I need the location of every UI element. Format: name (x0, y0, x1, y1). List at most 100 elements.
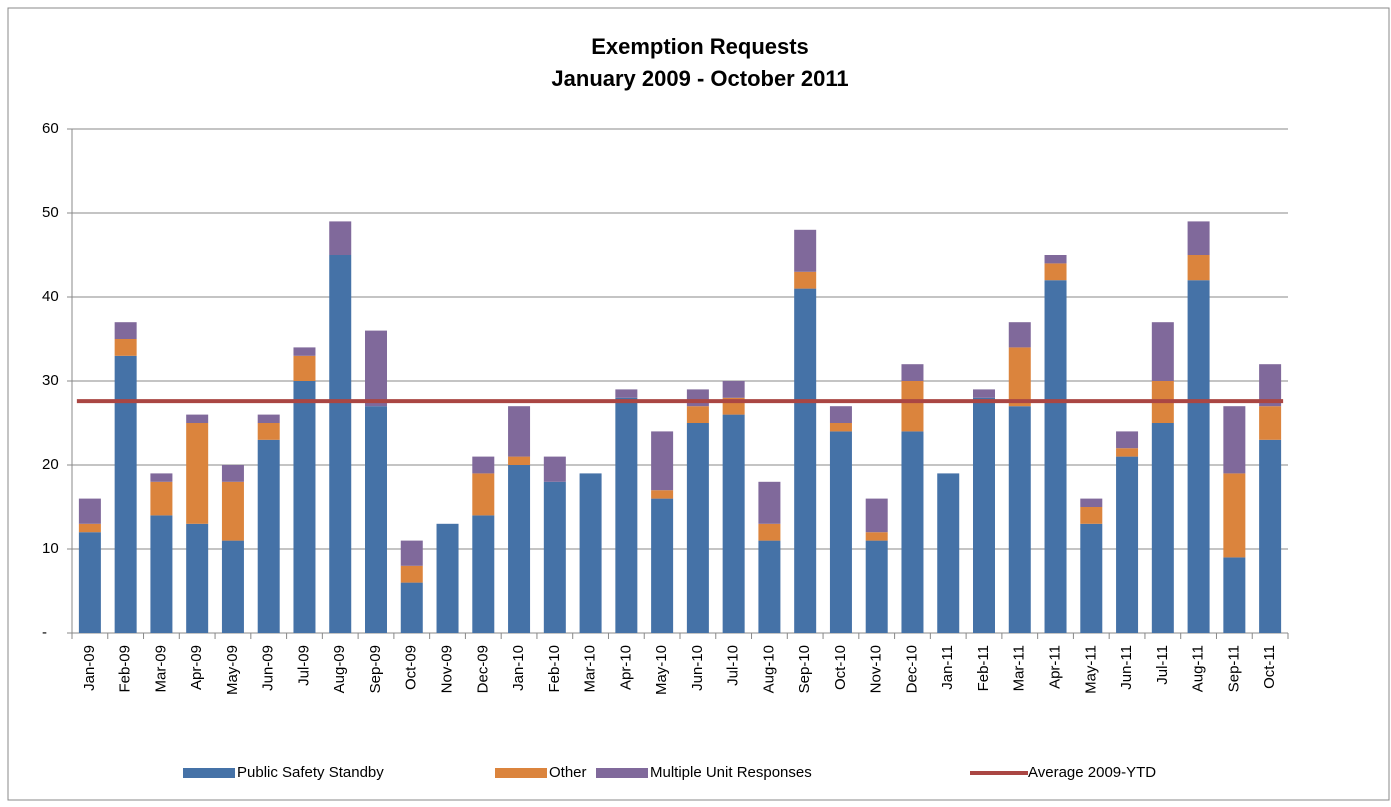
bar-segment (901, 381, 924, 432)
bar-segment (150, 515, 173, 633)
x-tick-label: Jul-10 (725, 645, 742, 686)
bar-segment (293, 381, 316, 633)
legend-label: Multiple Unit Responses (650, 764, 812, 781)
bar-segment (686, 406, 709, 423)
bar-segment (472, 473, 495, 516)
bar-segment (722, 381, 745, 398)
x-tick-label: Aug-09 (331, 645, 348, 693)
x-tick-label: Jan-09 (81, 645, 98, 691)
bar-segment (1223, 557, 1246, 633)
bar-segment (829, 431, 852, 633)
y-tick-label: 30 (42, 372, 59, 389)
bar-segment (1187, 221, 1210, 255)
bar-segment (293, 347, 316, 356)
legend-swatch (183, 768, 235, 778)
bar-segment (937, 473, 960, 633)
bar-segment (901, 364, 924, 381)
bar-segment (78, 523, 101, 533)
chart-subtitle: January 2009 - October 2011 (551, 66, 848, 91)
x-tick-label: Dec-10 (903, 645, 920, 693)
y-tick-label: 40 (42, 288, 59, 305)
bar-segment (508, 465, 531, 633)
bar-segment (1259, 439, 1282, 633)
x-tick-label: May-09 (224, 645, 241, 695)
bar-segment (722, 414, 745, 633)
bar-segment (257, 423, 280, 440)
bar-segment (436, 523, 459, 633)
bar-segment (543, 481, 566, 633)
bar-segment (365, 330, 387, 407)
x-tick-label: Jan-11 (939, 645, 956, 690)
x-tick-label: Mar-10 (582, 645, 599, 693)
bar-segment (973, 397, 995, 633)
bar-segment (1044, 263, 1067, 281)
bar-segment (794, 288, 817, 633)
bar-segment (651, 431, 674, 491)
bar-segment (508, 406, 531, 457)
legend-swatch (495, 768, 547, 778)
bar-segment (400, 540, 423, 566)
bar-segment (329, 255, 352, 633)
y-tick-label: 50 (42, 204, 59, 221)
bar-segment (794, 229, 817, 272)
bar-segment (865, 540, 888, 633)
bar-segment (1187, 255, 1210, 281)
bar-segment (1151, 423, 1174, 633)
x-tick-label: Oct-11 (1261, 645, 1278, 689)
bar-segment (114, 339, 137, 356)
x-tick-label: Jun-11 (1118, 645, 1135, 690)
bar-segment (293, 355, 316, 381)
bar-segment (221, 540, 244, 633)
bar-segment (651, 498, 674, 633)
bar-segment (1008, 322, 1031, 348)
x-tick-label: Aug-10 (760, 645, 777, 693)
bar-segment (257, 414, 280, 423)
legend-swatch (596, 768, 648, 778)
bar-segment (1223, 473, 1246, 558)
bar-segment (508, 456, 531, 465)
bar-segment (221, 481, 244, 541)
y-tick-label: 10 (42, 540, 59, 557)
x-tick-label: Feb-10 (546, 645, 563, 693)
x-tick-label: Feb-11 (975, 645, 992, 691)
x-tick-label: Nov-09 (438, 645, 455, 693)
x-tick-label: Oct-10 (832, 645, 849, 690)
bar-segment (365, 406, 387, 633)
bar-segment (1151, 322, 1174, 381)
bar-segment (865, 532, 888, 541)
bar-segment (973, 389, 995, 398)
bar-segment (1223, 406, 1246, 474)
bar-segment (1044, 280, 1067, 633)
bar-segment (78, 532, 101, 633)
bar-segment (829, 423, 852, 432)
bar-segment (472, 515, 495, 633)
bar-segment (1116, 456, 1139, 633)
x-tick-label: May-10 (653, 645, 670, 695)
bar-segment (1187, 280, 1210, 633)
bar-segment (329, 221, 352, 255)
y-tick-label: - (42, 624, 47, 641)
x-tick-label: Feb-09 (117, 645, 134, 693)
y-tick-label: 60 (42, 120, 59, 137)
x-tick-label: Apr-09 (188, 645, 205, 690)
x-tick-label: May-11 (1082, 645, 1099, 694)
legend-label: Public Safety Standby (237, 764, 384, 781)
bar-segment (186, 423, 209, 524)
x-tick-label: Sep-11 (1225, 645, 1242, 692)
x-tick-label: Sep-09 (367, 645, 384, 693)
bar-segment (1044, 255, 1067, 264)
bar-segment (794, 271, 817, 289)
bar-segment (1116, 431, 1139, 449)
bar-segment (758, 523, 781, 541)
x-tick-label: Apr-10 (617, 645, 634, 690)
bar-segment (150, 481, 173, 516)
x-tick-label: Oct-09 (403, 645, 420, 690)
y-tick-label: 20 (42, 456, 59, 473)
bar-segment (78, 498, 101, 524)
bar-segment (114, 322, 137, 339)
chart-title: Exemption Requests (591, 34, 809, 59)
bar-segment (1080, 523, 1103, 633)
bar-segment (758, 540, 781, 633)
legend-label: Average 2009-YTD (1028, 764, 1156, 781)
